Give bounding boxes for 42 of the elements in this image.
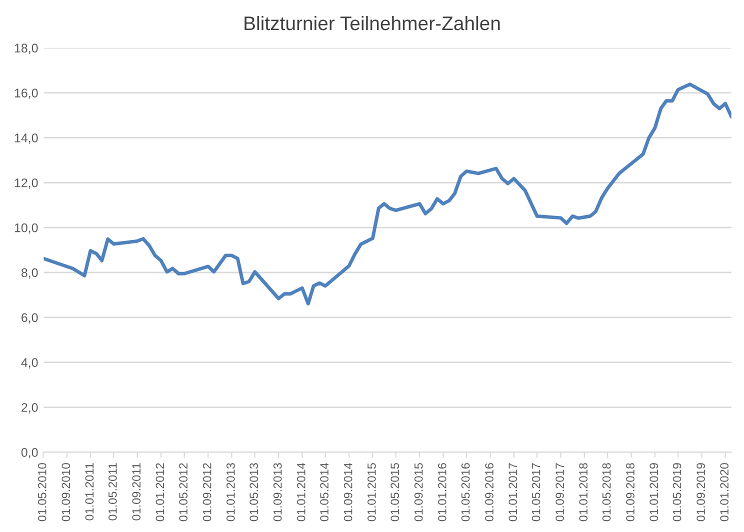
x-tick-label: 01.05.2012 [179,463,188,522]
y-tick-label: 10,0 [14,223,38,234]
y-tick-label: 2,0 [22,403,38,414]
y-tick-label: 6,0 [22,313,38,324]
x-tick-label: 01.05.2010 [38,463,46,522]
x-tick-label: 01.09.2012 [202,463,212,522]
x-tick-label: 01.09.2013 [273,463,282,522]
x-tick-label: 01.01.2015 [367,463,376,522]
x-tick-label: 01.01.2019 [650,463,658,522]
x-tick-label: 01.01.2020 [720,463,729,522]
x-tick-label: 01.05.2016 [461,463,470,522]
y-tick-label: 8,0 [21,268,38,279]
y-tick-label: 12,0 [14,178,38,189]
x-tick-label: 01.01.2014 [296,462,306,522]
chart-title: Blitzturnier Teilnehmer-Zahlen [244,16,500,30]
x-tick-label: 01.09.2019 [696,463,705,522]
y-tick-label: 18,0 [14,44,38,54]
x-tick-label: 01.05.2019 [672,463,682,522]
x-tick-label: 01.05.2013 [250,463,258,522]
x-tick-label: 01.09.2015 [414,463,423,522]
y-tick-label: 14,0 [14,134,38,144]
x-tick-label: 01.09.2018 [626,463,634,522]
line-series [43,82,732,306]
x-tick-label: 01.01.2018 [579,463,588,522]
x-tick-label: 01.05.2015 [390,463,400,522]
x-tick-label: 01.05.2011 [108,463,117,520]
x-tick-label: 01.01.2017 [508,463,518,522]
x-tick-label: 01.09.2017 [556,463,564,522]
x-tick-label: 01.01.2011 [85,463,94,520]
x-tick-label: 01.01.2016 [438,463,446,522]
y-tick-label: 4,0 [21,358,38,368]
x-tick-label: 01.05.2018 [602,463,611,522]
x-tick-label: 01.05.2014 [320,462,329,522]
x-tick-label: 01.09.2016 [485,463,494,522]
y-tick-label: 0,0 [21,448,38,458]
x-tick-label: 01.09.2010 [62,463,70,522]
x-tick-label: 01.05.2017 [532,463,540,522]
x-tick-label: 01.09.2011 [132,463,141,520]
y-tick-label: 16,0 [14,88,38,99]
x-tick-label: 01.01.2013 [226,463,235,522]
x-tick-label: 01.01.2012 [156,463,164,522]
x-tick-label: 01.09.2014 [344,462,352,522]
